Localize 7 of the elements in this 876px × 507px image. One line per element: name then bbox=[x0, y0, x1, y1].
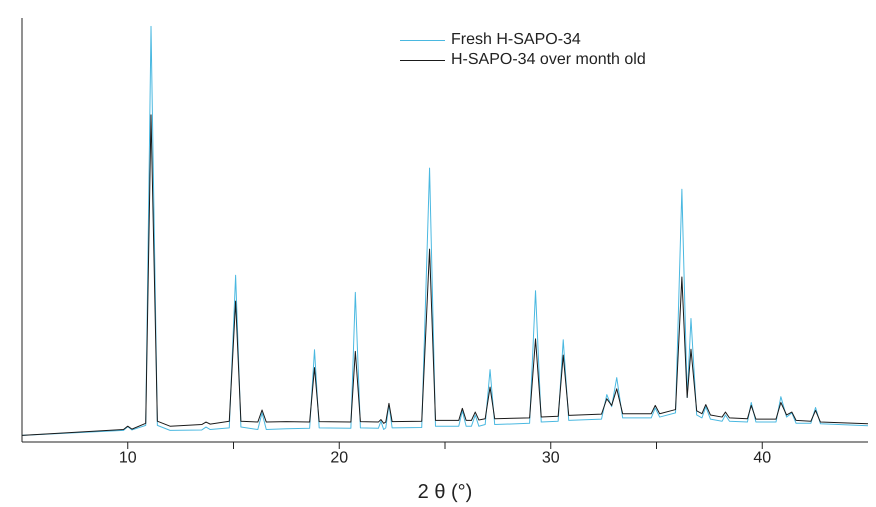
x-axis-title: 2 θ (°) bbox=[418, 481, 472, 503]
legend-label: Fresh H-SAPO-34 bbox=[451, 30, 581, 50]
x-tick-label: 30 bbox=[542, 449, 560, 466]
legend-label: H-SAPO-34 over month old bbox=[451, 50, 646, 70]
x-tick-label: 20 bbox=[330, 449, 348, 466]
x-tick-label: 40 bbox=[753, 449, 772, 466]
x-tick-label: 10 bbox=[118, 449, 137, 466]
